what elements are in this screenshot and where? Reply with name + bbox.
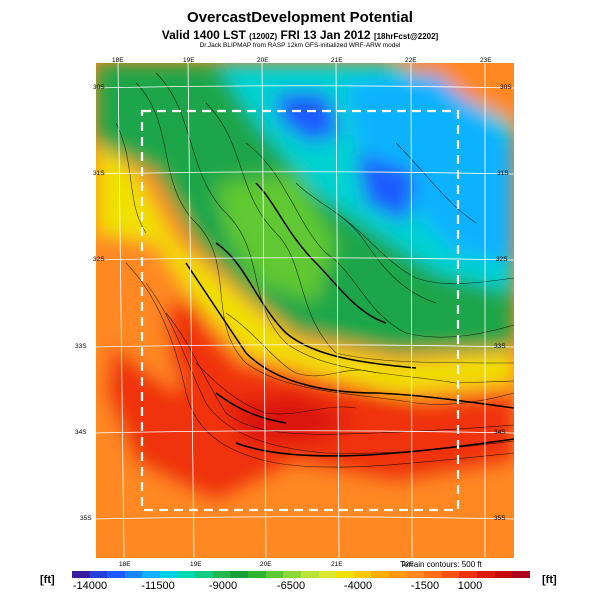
terrain-contour-note: Terrain contours: 500 ft: [400, 560, 482, 569]
lat-right-label: 32S: [496, 256, 508, 263]
color-scale-swatch: [124, 571, 143, 578]
color-scale-swatch: [441, 571, 460, 578]
terrain-contours: [115, 72, 514, 468]
inner-domain-boundary: [140, 109, 460, 512]
color-scale-swatch: [107, 571, 125, 578]
color-scale-swatch: [72, 571, 90, 578]
lon-top-label: 23E: [480, 57, 492, 64]
unit-right-label: [ft]: [542, 574, 557, 586]
color-scale-swatch: [406, 571, 425, 578]
color-scale-swatch: [512, 571, 530, 578]
color-scale-tick: -14000: [72, 580, 108, 592]
color-scale-swatch: [160, 571, 178, 578]
color-scale-ticks: -14000 -11500 -9000 -6500 -4000 -1500 10…: [72, 580, 530, 594]
forecast-hour: [18hrFcst@2202]: [373, 32, 439, 41]
color-scale-tick: -9000: [208, 580, 238, 592]
color-scale-swatch: [195, 571, 213, 578]
map-title: OvercastDevelopment Potential: [187, 9, 413, 26]
valid-date: FRI 13 Jan 2012: [280, 28, 371, 42]
color-scale-swatch: [424, 571, 442, 578]
unit-left-label: [ft]: [40, 574, 55, 586]
lon-top-label: 18E: [112, 57, 124, 64]
terrain-contours-bold: [185, 182, 514, 457]
color-scale-swatch: [353, 571, 372, 578]
valid-time-utc: (1200Z): [249, 32, 278, 41]
color-scale-tick: -11500: [141, 580, 175, 592]
color-scale-tick: -4000: [343, 580, 373, 592]
lat-right-label: 31S: [497, 170, 509, 177]
color-scale-swatch: [459, 571, 478, 578]
lon-top-label: 20E: [257, 57, 269, 64]
lat-left-label: 33S: [75, 343, 87, 350]
color-scale-bar: [72, 571, 530, 578]
lat-right-label: 33S: [494, 343, 506, 350]
lon-bottom-label: 19E: [190, 561, 202, 568]
color-scale-swatch: [89, 571, 108, 578]
color-scale-swatch: [300, 571, 319, 578]
lat-right-label: 35S: [494, 515, 506, 522]
color-scale-swatch: [388, 571, 407, 578]
valid-time: Valid 1400 LST: [161, 28, 246, 42]
color-scale-swatch: [477, 571, 495, 578]
color-scale-swatch: [494, 571, 513, 578]
lat-left-label: 34S: [75, 429, 87, 436]
lon-bottom-label: 21E: [331, 561, 343, 568]
lon-top-label: 21E: [331, 57, 343, 64]
lat-left-label: 35S: [80, 515, 92, 522]
color-scale-tick: -6500: [276, 580, 306, 592]
color-scale-swatch: [142, 571, 161, 578]
color-scale-swatch: [230, 571, 249, 578]
lon-top-label: 19E: [183, 57, 195, 64]
color-scale-swatch: [318, 571, 337, 578]
color-scale-swatch: [336, 571, 354, 578]
lat-left-label: 30S: [93, 84, 105, 91]
map-subtitle: Valid 1400 LST (1200Z) FRI 13 Jan 2012 […: [0, 28, 600, 42]
lat-right-label: 34S: [494, 429, 506, 436]
lat-right-label: 30S: [500, 84, 512, 91]
lon-bottom-label: 22E: [402, 561, 414, 568]
lat-left-label: 31S: [93, 170, 105, 177]
color-scale-swatch: [212, 571, 231, 578]
lon-top-label: 22E: [405, 57, 417, 64]
color-scale-tick: -1500: [410, 580, 440, 592]
model-credit: Dr.Jack BLIPMAP from RASP 12km GFS-initi…: [199, 42, 401, 49]
color-scale-swatch: [265, 571, 284, 578]
map-field: [96, 63, 514, 558]
lon-bottom-label: 18E: [119, 561, 131, 568]
lat-left-label: 32S: [93, 256, 105, 263]
color-scale-swatch: [177, 571, 196, 578]
forecast-map: [96, 63, 514, 558]
lon-bottom-label: 20E: [260, 561, 272, 568]
color-scale-swatch: [283, 571, 301, 578]
color-scale-swatch: [248, 571, 266, 578]
color-scale-tick: 1000: [457, 580, 483, 592]
color-scale-swatch: [371, 571, 389, 578]
